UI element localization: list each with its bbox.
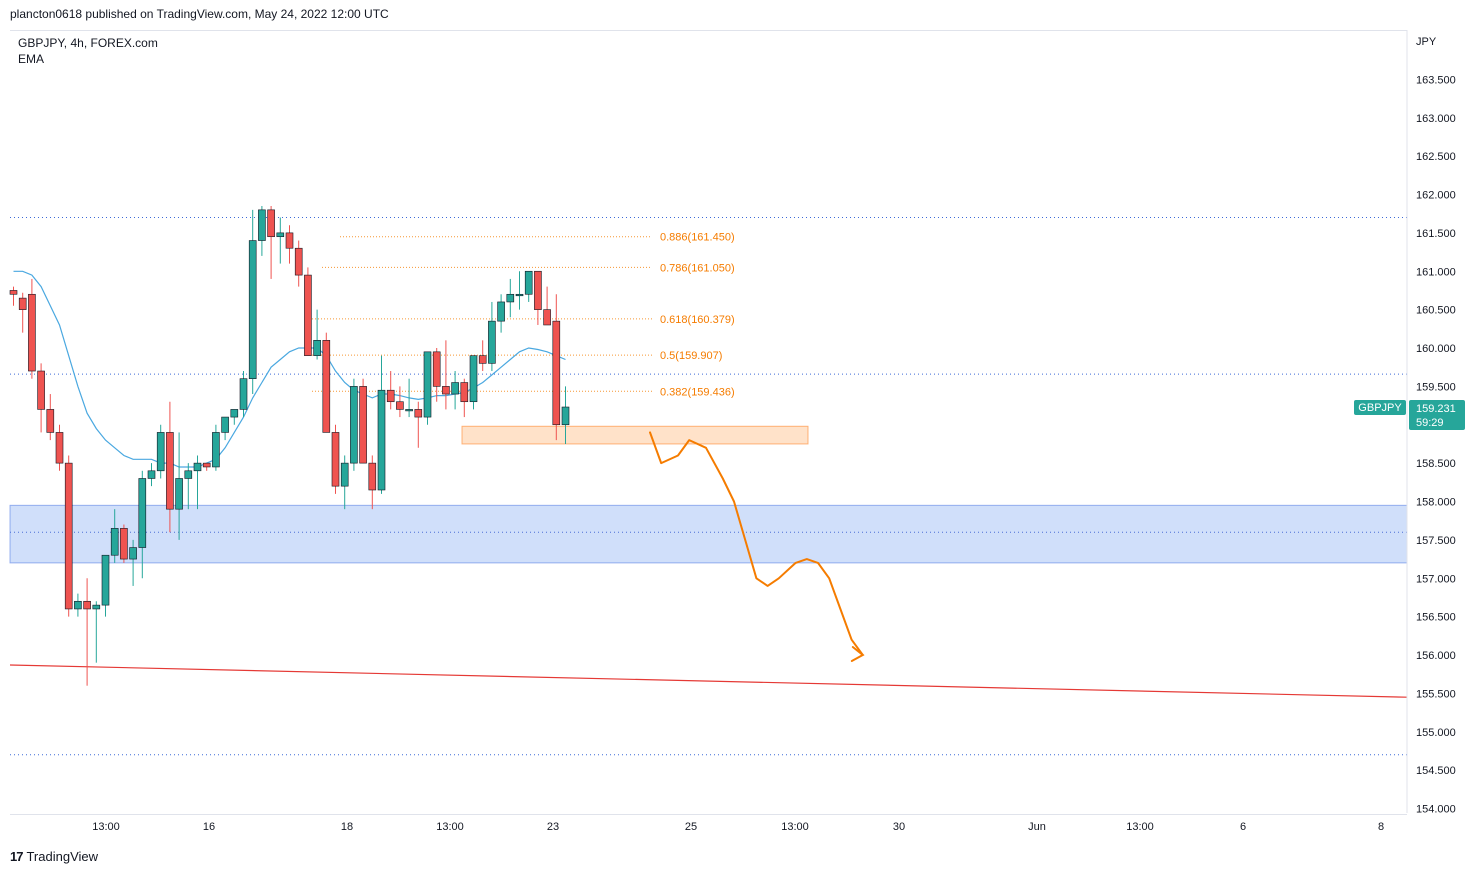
y-tick-label: 163.000 [1416, 113, 1456, 125]
brand-label: TradingView [26, 849, 99, 864]
publish-info: plancton0618 published on TradingView.co… [10, 7, 389, 21]
x-tick-label: 30 [893, 821, 905, 833]
price-badge [1409, 400, 1465, 430]
x-tick-label: 13:00 [1126, 821, 1154, 833]
x-tick-label: Jun [1028, 821, 1046, 833]
y-tick-label: 154.500 [1416, 765, 1456, 777]
y-tick-label: 159.500 [1416, 381, 1456, 393]
y-tick-label: 162.500 [1416, 151, 1456, 163]
y-tick-label: 162.000 [1416, 190, 1456, 202]
y-tick-label: 160.000 [1416, 343, 1456, 355]
y-tick-label: 157.000 [1416, 573, 1456, 585]
y-tick-label: 161.000 [1416, 266, 1456, 278]
y-tick-label: 159.000 [1416, 420, 1456, 432]
price-badge-value: 159.231 [1416, 403, 1456, 415]
symbol-label: GBPJPY, 4h, FOREX.com [18, 36, 158, 50]
y-tick-label: 163.500 [1416, 74, 1456, 86]
y-tick-label: 160.500 [1416, 305, 1456, 317]
y-tick-label: 158.000 [1416, 497, 1456, 509]
y-tick-label: 156.000 [1416, 650, 1456, 662]
currency-label: JPY [1416, 36, 1437, 48]
x-tick-label: 16 [203, 821, 215, 833]
indicator-label: EMA [18, 52, 45, 66]
x-tick-label: 13:00 [436, 821, 464, 833]
y-tick-label: 154.000 [1416, 804, 1456, 816]
x-tick-label: 13:00 [781, 821, 809, 833]
y-tick-label: 161.500 [1416, 228, 1456, 240]
price-badge-countdown: 59:29 [1416, 417, 1444, 429]
y-tick-label: 155.000 [1416, 727, 1456, 739]
chart-area[interactable] [10, 30, 1407, 815]
chart-legend: GBPJPY, 4h, FOREX.com EMA [18, 35, 158, 67]
y-tick-label: 158.500 [1416, 458, 1456, 470]
x-tick-label: 23 [547, 821, 559, 833]
y-tick-label: 156.500 [1416, 612, 1456, 624]
x-tick-label: 6 [1240, 821, 1246, 833]
y-tick-label: 157.500 [1416, 535, 1456, 547]
y-tick-label: 155.500 [1416, 688, 1456, 700]
x-tick-label: 25 [685, 821, 697, 833]
tradingview-logo-icon: 17 [10, 849, 24, 864]
tradingview-footer: 17 TradingView [10, 849, 98, 864]
x-tick-label: 18 [341, 821, 353, 833]
x-tick-label: 8 [1378, 821, 1384, 833]
x-tick-label: 13:00 [92, 821, 120, 833]
